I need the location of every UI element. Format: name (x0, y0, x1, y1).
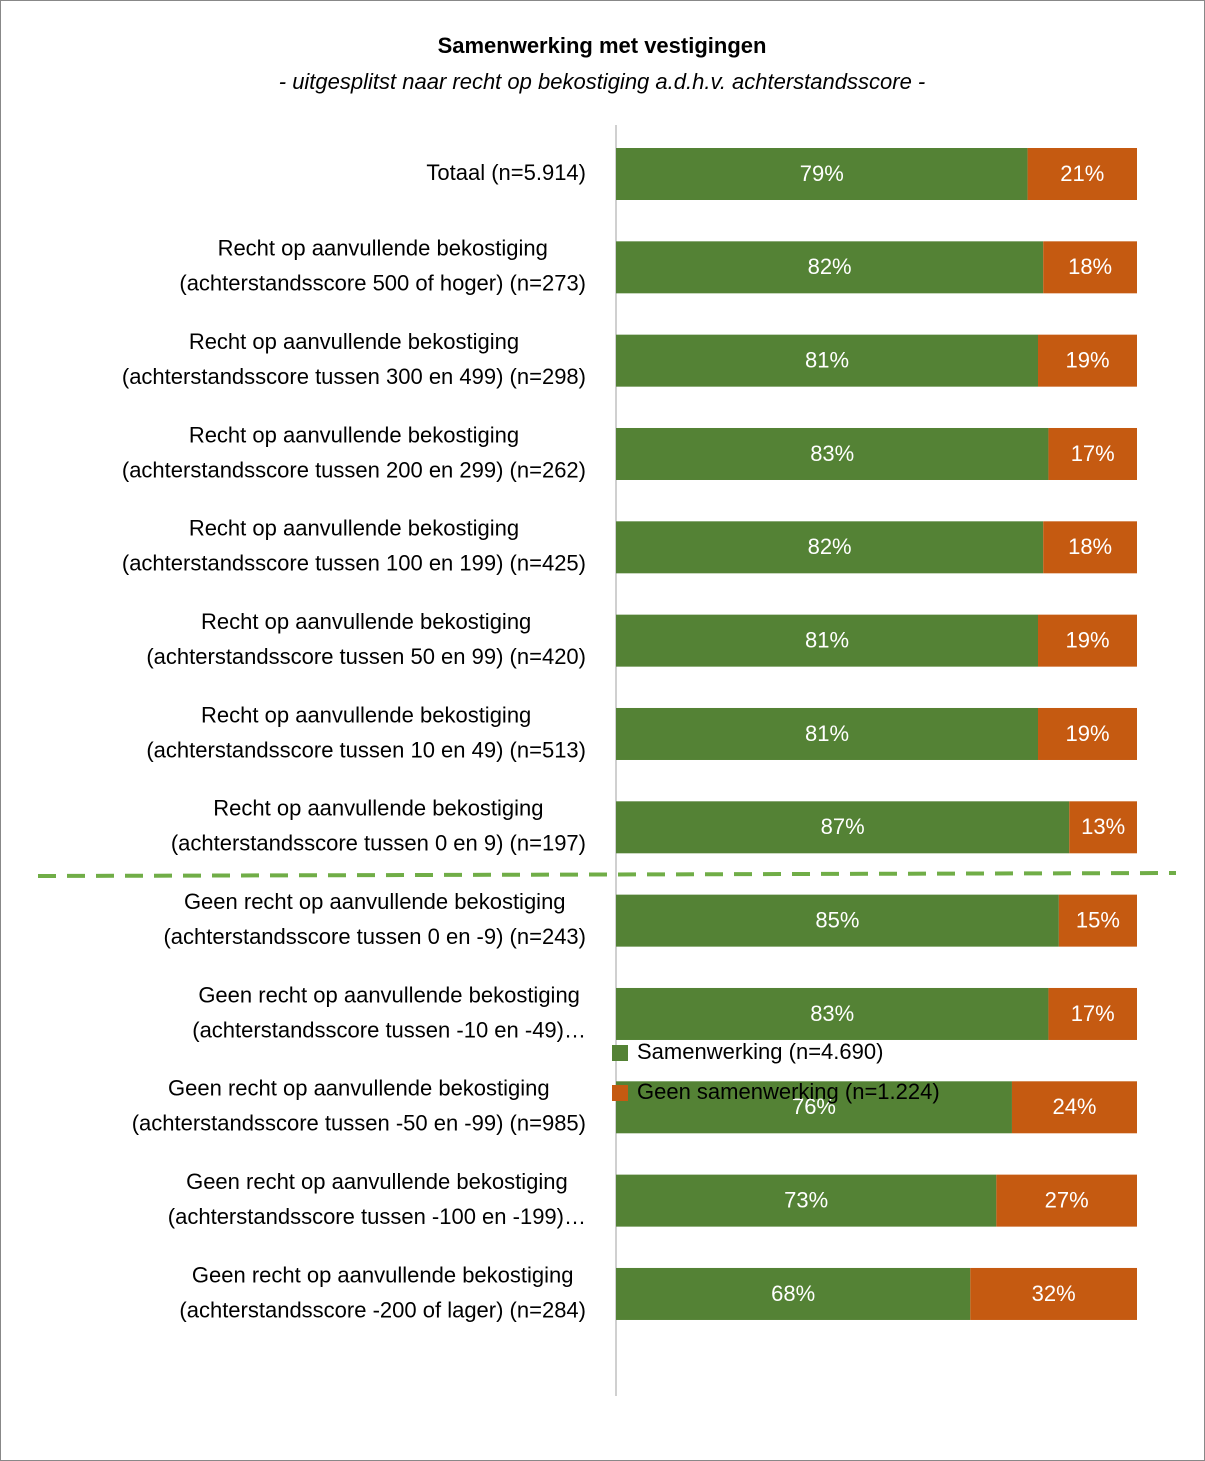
bar-segment (616, 1081, 1012, 1134)
data-label: 32% (1032, 1281, 1076, 1306)
legend-swatch (612, 1045, 628, 1061)
data-label: 17% (1071, 441, 1115, 466)
data-label: 81% (805, 627, 849, 652)
bar-segment (970, 1267, 1137, 1320)
data-label: 18% (1068, 254, 1112, 279)
bar-segment (616, 1267, 971, 1320)
bar-segment (1038, 334, 1137, 387)
data-label: 79% (800, 161, 844, 186)
bar-segment (1048, 987, 1137, 1040)
y-tick-label: Recht op aanvullende bekostiging (201, 702, 531, 727)
bar-segment (616, 148, 1028, 200)
y-tick-label: Geen recht op aanvullende bekostiging (192, 1262, 574, 1287)
bar-segment (1048, 427, 1137, 480)
y-tick-label: Totaal (n=5.914) (426, 160, 586, 185)
bar-segment (1043, 241, 1137, 294)
data-label: 68% (771, 1281, 815, 1306)
y-tick-label: (achterstandsscore 500 of hoger) (n=273) (179, 271, 586, 296)
data-label: 83% (810, 1001, 854, 1026)
data-label: 81% (805, 347, 849, 372)
legend-swatch (612, 1085, 628, 1101)
data-label: 19% (1065, 347, 1109, 372)
bar-segment (996, 1174, 1137, 1227)
data-label: 24% (1052, 1094, 1096, 1119)
y-tick-label: (achterstandsscore tussen -10 en -49)… (192, 1017, 586, 1042)
y-tick-label: Recht op aanvullende bekostiging (189, 422, 519, 447)
y-tick-label: Recht op aanvullende bekostiging (201, 609, 531, 634)
y-tick-label: (achterstandsscore tussen 200 en 299) (n… (122, 457, 586, 482)
bar-segment (1058, 894, 1137, 947)
data-label: 82% (808, 534, 852, 559)
data-label: 13% (1081, 814, 1125, 839)
y-tick-label: (achterstandsscore tussen 300 en 499) (n… (122, 364, 586, 389)
chart-subtitle: - uitgesplitst naar recht op bekostiging… (279, 69, 926, 94)
data-label: 17% (1071, 1001, 1115, 1026)
bar-segment (1038, 707, 1137, 760)
bar-segment (616, 707, 1039, 760)
bar-segment (1043, 521, 1137, 574)
data-label: 19% (1065, 627, 1109, 652)
y-tick-label: (achterstandsscore tussen -50 en -99) (n… (132, 1111, 586, 1136)
bar-segment (616, 1174, 997, 1227)
y-tick-label: Recht op aanvullende bekostiging (189, 329, 519, 354)
y-tick-label: (achterstandsscore tussen 100 en 199) (n… (122, 551, 586, 576)
bar-segment (1069, 801, 1137, 854)
y-tick-label: Geen recht op aanvullende bekostiging (198, 982, 580, 1007)
data-label: 73% (784, 1187, 828, 1212)
bar-segment (616, 987, 1049, 1040)
y-tick-label: (achterstandsscore tussen 0 en 9) (n=197… (171, 831, 586, 856)
y-tick-label: (achterstandsscore tussen 50 en 99) (n=4… (146, 644, 586, 669)
data-label: 81% (805, 721, 849, 746)
y-tick-label: (achterstandsscore tussen 10 en 49) (n=5… (146, 737, 586, 762)
divider-line (37, 871, 1177, 878)
bar-segment (616, 614, 1039, 667)
legend-label: Samenwerking (n=4.690) (637, 1039, 883, 1064)
data-label: 15% (1076, 907, 1120, 932)
y-tick-label: (achterstandsscore -200 of lager) (n=284… (179, 1297, 586, 1322)
bar-segment (1038, 614, 1137, 667)
bar-segment (616, 241, 1044, 294)
y-tick-label: Geen recht op aanvullende bekostiging (168, 1076, 550, 1101)
data-label: 85% (815, 907, 859, 932)
y-tick-label: Geen recht op aanvullende bekostiging (186, 1169, 568, 1194)
bar-segment (616, 894, 1059, 947)
y-tick-label: Recht op aanvullende bekostiging (213, 796, 543, 821)
bar-segment (616, 334, 1039, 387)
data-label: 19% (1065, 721, 1109, 746)
y-tick-label: (achterstandsscore tussen -100 en -199)… (168, 1204, 586, 1229)
data-label: 82% (808, 254, 852, 279)
data-label: 87% (821, 814, 865, 839)
bar-segment (616, 427, 1049, 480)
data-label: 76% (792, 1094, 836, 1119)
bar-segment (1011, 1081, 1137, 1134)
bar-segment (616, 521, 1044, 574)
data-label: 27% (1045, 1187, 1089, 1212)
y-tick-label: Geen recht op aanvullende bekostiging (184, 889, 566, 914)
data-label: 21% (1060, 161, 1104, 186)
data-label: 83% (810, 441, 854, 466)
y-tick-label: (achterstandsscore tussen 0 en -9) (n=24… (163, 924, 586, 949)
bar-segment (1027, 148, 1137, 200)
y-tick-label: Recht op aanvullende bekostiging (189, 516, 519, 541)
data-label: 18% (1068, 534, 1112, 559)
y-tick-label: Recht op aanvullende bekostiging (218, 236, 548, 261)
bar-segment (616, 801, 1070, 854)
legend-label: Geen samenwerking (n=1.224) (637, 1079, 940, 1104)
chart-title: Samenwerking met vestigingen (438, 33, 767, 58)
